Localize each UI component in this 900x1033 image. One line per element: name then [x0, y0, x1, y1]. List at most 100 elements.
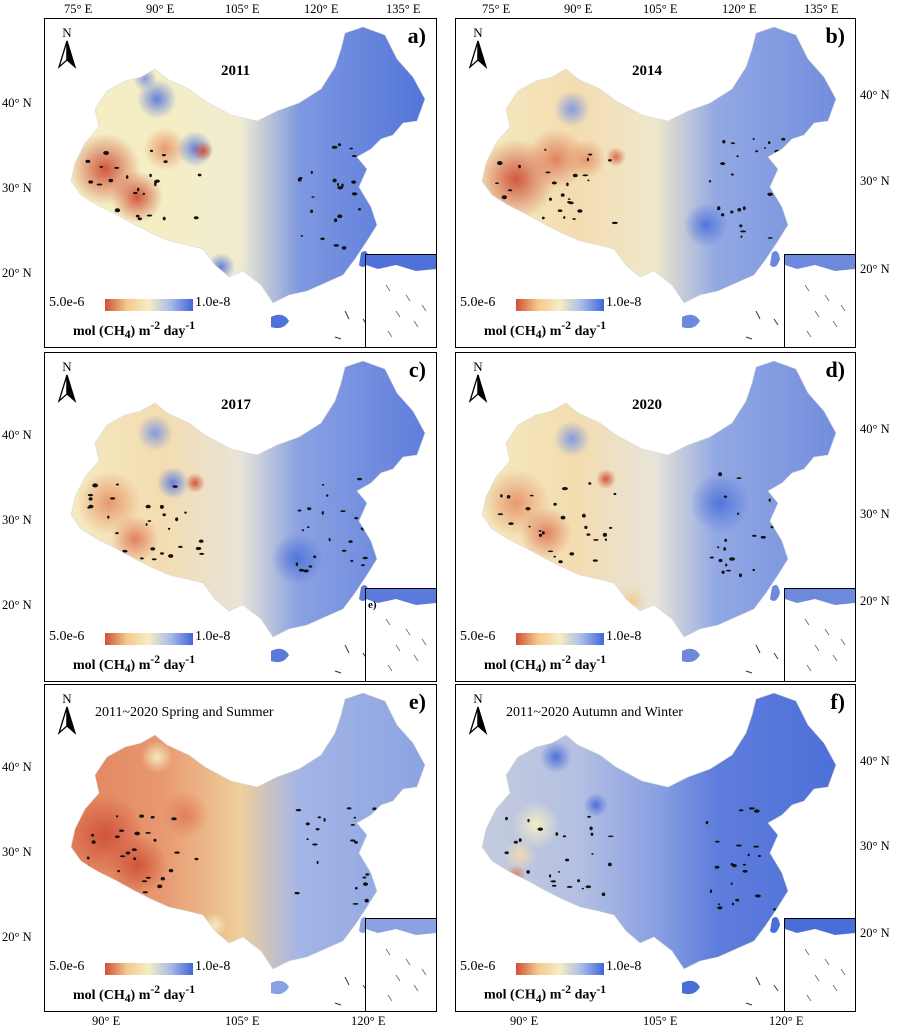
water-body-mark	[125, 851, 131, 855]
concentration-hotspot	[137, 415, 173, 451]
taiwan-island	[770, 585, 780, 601]
water-body-mark	[527, 818, 530, 823]
water-body-mark	[321, 484, 325, 486]
water-body-mark	[742, 206, 746, 211]
water-body-mark	[709, 889, 713, 893]
water-body-mark	[519, 881, 526, 886]
water-body-mark	[315, 828, 320, 831]
north-arrow: N	[55, 25, 79, 75]
china-outline	[481, 26, 837, 304]
water-body-mark	[171, 817, 177, 821]
legend-unit: mol (CH4) m-2 day-1	[484, 319, 607, 342]
water-body-mark	[705, 820, 709, 825]
water-body-mark	[139, 814, 144, 818]
water-body-mark	[91, 833, 95, 837]
water-body-mark	[108, 178, 114, 183]
water-body-mark	[507, 189, 513, 192]
water-body-mark	[159, 504, 164, 509]
water-body-mark	[731, 902, 735, 906]
lon-label: 105° E	[643, 1014, 678, 1028]
water-body-mark	[142, 192, 145, 195]
water-body-mark	[565, 858, 570, 862]
water-body-mark	[566, 182, 569, 187]
water-body-mark	[135, 214, 140, 218]
concentration-hotspot	[554, 421, 590, 457]
water-body-mark	[763, 147, 767, 149]
water-body-mark	[497, 873, 504, 877]
water-body-mark	[717, 906, 723, 910]
water-body-mark	[551, 884, 557, 887]
water-body-mark	[178, 545, 183, 548]
legend-unit: mol (CH4) m-2 day-1	[73, 653, 196, 676]
water-body-mark	[730, 863, 734, 866]
water-body-mark	[85, 159, 91, 163]
water-body-mark	[116, 815, 119, 818]
water-body-mark	[752, 568, 755, 572]
legend-unit: mol (CH4) m-2 day-1	[73, 319, 196, 342]
water-body-mark	[199, 552, 205, 555]
water-body-mark	[131, 848, 137, 852]
water-body-mark	[134, 831, 140, 836]
china-map	[481, 360, 837, 674]
water-body-mark	[507, 556, 511, 560]
water-body-mark	[558, 560, 563, 564]
water-body-mark	[566, 885, 573, 888]
water-body-mark	[110, 497, 116, 500]
concentration-hotspot	[185, 473, 205, 493]
water-body-mark	[581, 887, 584, 890]
water-body-mark	[99, 166, 104, 168]
water-body-mark	[513, 840, 518, 844]
lon-label: 105° E	[225, 1014, 260, 1028]
concentration-hotspot	[111, 171, 163, 223]
water-body-mark	[172, 485, 178, 488]
legend-max: 1.0e-8	[606, 295, 642, 310]
water-body-mark	[577, 209, 583, 213]
water-body-mark	[103, 226, 108, 229]
water-body-mark	[349, 147, 354, 150]
water-body-mark	[776, 527, 782, 531]
water-body-mark	[92, 483, 98, 488]
water-body-mark	[88, 180, 94, 184]
legend-colorbar	[516, 963, 604, 975]
water-body-mark	[369, 518, 376, 521]
lat-label: 30° N	[2, 845, 32, 859]
water-body-mark	[297, 509, 302, 512]
panel-title: 2011	[221, 63, 251, 79]
water-body-mark	[354, 840, 358, 844]
water-body-mark	[363, 882, 368, 886]
concentration-hotspot	[271, 533, 323, 585]
water-body-mark	[572, 173, 578, 178]
water-body-mark	[586, 533, 591, 536]
water-body-mark	[588, 482, 592, 485]
water-body-mark	[307, 526, 310, 529]
water-body-mark	[150, 815, 155, 819]
south-china-sea-inset	[365, 254, 436, 347]
water-body-mark	[115, 532, 119, 535]
concentration-hotspot	[606, 147, 626, 167]
map-panel-d: N d) 2020 5.0e-6 1.0e-8 mol (CH4) m-2 da…	[455, 352, 856, 682]
water-body-mark	[137, 187, 140, 192]
water-body-mark	[352, 903, 359, 905]
water-body-mark	[168, 868, 174, 873]
water-body-mark	[588, 153, 593, 156]
water-body-mark	[608, 526, 613, 529]
water-body-mark	[717, 546, 720, 549]
water-body-mark	[586, 157, 589, 162]
water-body-mark	[720, 162, 726, 166]
north-arrow: N	[55, 359, 79, 409]
water-body-mark	[370, 497, 376, 501]
water-body-mark	[553, 502, 557, 506]
inset-map	[366, 255, 436, 338]
lon-label: 120° E	[769, 1014, 804, 1028]
map-panel-c: N c) 2017 5.0e-6 1.0e-8 mol (CH4) m-2 da…	[44, 352, 437, 682]
water-body-mark	[106, 551, 111, 554]
water-body-mark	[511, 879, 516, 883]
water-body-mark	[504, 851, 509, 855]
water-body-mark	[567, 198, 571, 200]
water-body-mark	[149, 173, 152, 178]
south-china-sea-inset	[784, 588, 855, 681]
lat-label: 40° N	[2, 428, 32, 442]
water-body-mark	[88, 497, 93, 501]
water-body-mark	[730, 210, 734, 214]
water-body-mark	[310, 209, 314, 213]
